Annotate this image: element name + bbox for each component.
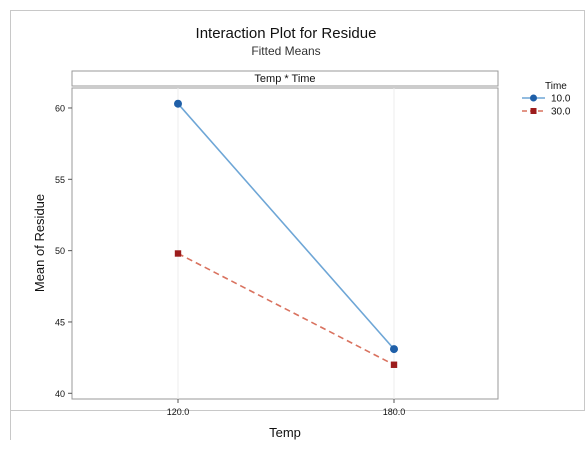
y-tick-label: 45 [55, 317, 65, 327]
series-line-10.0 [177, 103, 395, 350]
data-point-30.0 [174, 250, 182, 257]
data-point-10.0 [390, 345, 398, 354]
panel-strip-label: Temp * Time [254, 73, 315, 85]
legend-marker-10.0 [530, 94, 537, 102]
legend-marker-30.0 [530, 108, 537, 114]
y-tick-label: 60 [55, 103, 65, 113]
x-tick-label: 180.0 [383, 407, 406, 417]
plot-area [71, 87, 499, 400]
legend-label-10.0: 10.0 [551, 94, 571, 105]
y-axis-label: Mean of Residue [32, 194, 47, 292]
y-tick-label: 40 [55, 389, 65, 399]
x-axis-label: Temp [269, 425, 301, 440]
chart-subtitle: Fitted Means [251, 44, 320, 58]
data-point-10.0 [174, 99, 182, 108]
x-axis: 120.0 180.0 [167, 399, 406, 417]
legend: Time 10.0 30.0 [522, 81, 571, 118]
series [174, 99, 398, 368]
x-tick-label: 120.0 [167, 407, 190, 417]
y-axis: 40 45 50 55 60 [55, 103, 72, 399]
legend-title: Time [545, 81, 567, 92]
data-point-30.0 [390, 361, 398, 368]
panel-strip [71, 70, 499, 87]
y-tick-label: 55 [55, 175, 65, 185]
series-line-30.0 [177, 252, 395, 366]
chart-title: Interaction Plot for Residue [196, 25, 377, 42]
legend-label-30.0: 30.0 [551, 107, 571, 118]
y-tick-label: 50 [55, 246, 65, 256]
